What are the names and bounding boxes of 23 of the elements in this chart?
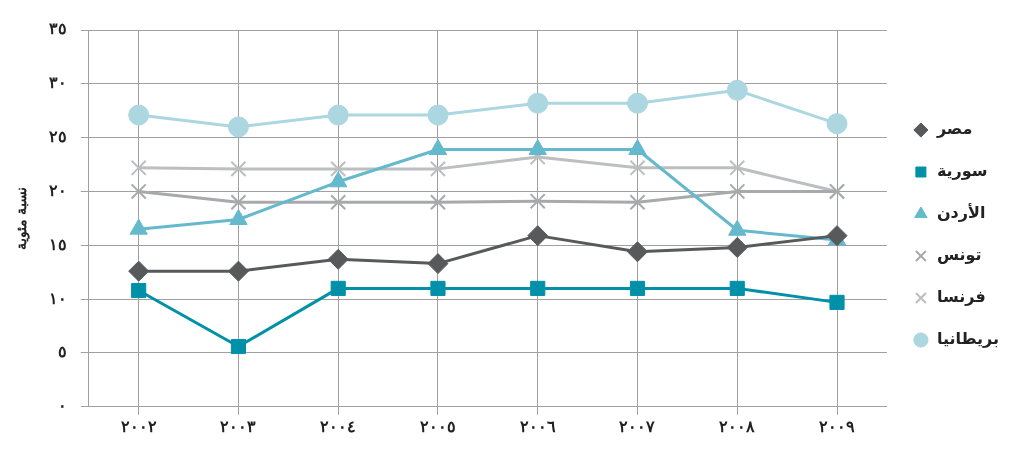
y-tick-label: ٣٥ bbox=[48, 20, 67, 38]
y-tick-label: ٠ bbox=[57, 397, 67, 415]
y-tick-label: ١٥ bbox=[48, 235, 67, 253]
legend-label: فرنسا bbox=[936, 287, 986, 307]
legend-label: تونس bbox=[936, 245, 982, 265]
y-tick-label: ٥ bbox=[57, 343, 67, 361]
x-tick-label: ٢٠٠٥ bbox=[419, 417, 456, 435]
x-tick-label: ٢٠٠٤ bbox=[320, 417, 357, 435]
x-tick-label: ٢٠٠٨ bbox=[719, 417, 756, 435]
legend-label: مصر bbox=[935, 119, 973, 139]
y-tick-label: ١٠ bbox=[48, 289, 67, 307]
x-tick-label: ٢٠٠٢ bbox=[120, 417, 157, 435]
x-tick-label: ٢٠٠٣ bbox=[220, 417, 257, 435]
y-axis-title: نسبة مئوية bbox=[13, 186, 31, 250]
y-tick-label: ٢٥ bbox=[48, 128, 67, 146]
legend-label: بريطانيا bbox=[936, 329, 999, 349]
x-tick-label: ٢٠٠٧ bbox=[619, 417, 656, 435]
x-tick-label: ٢٠٠٦ bbox=[519, 417, 556, 435]
y-tick-label: ٢٠ bbox=[48, 181, 67, 199]
legend-label: الأردن bbox=[936, 203, 986, 223]
y-tick-label: ٣٠ bbox=[48, 74, 67, 92]
legend-label: سورية bbox=[936, 161, 988, 181]
x-tick-label: ٢٠٠٩ bbox=[819, 417, 856, 435]
